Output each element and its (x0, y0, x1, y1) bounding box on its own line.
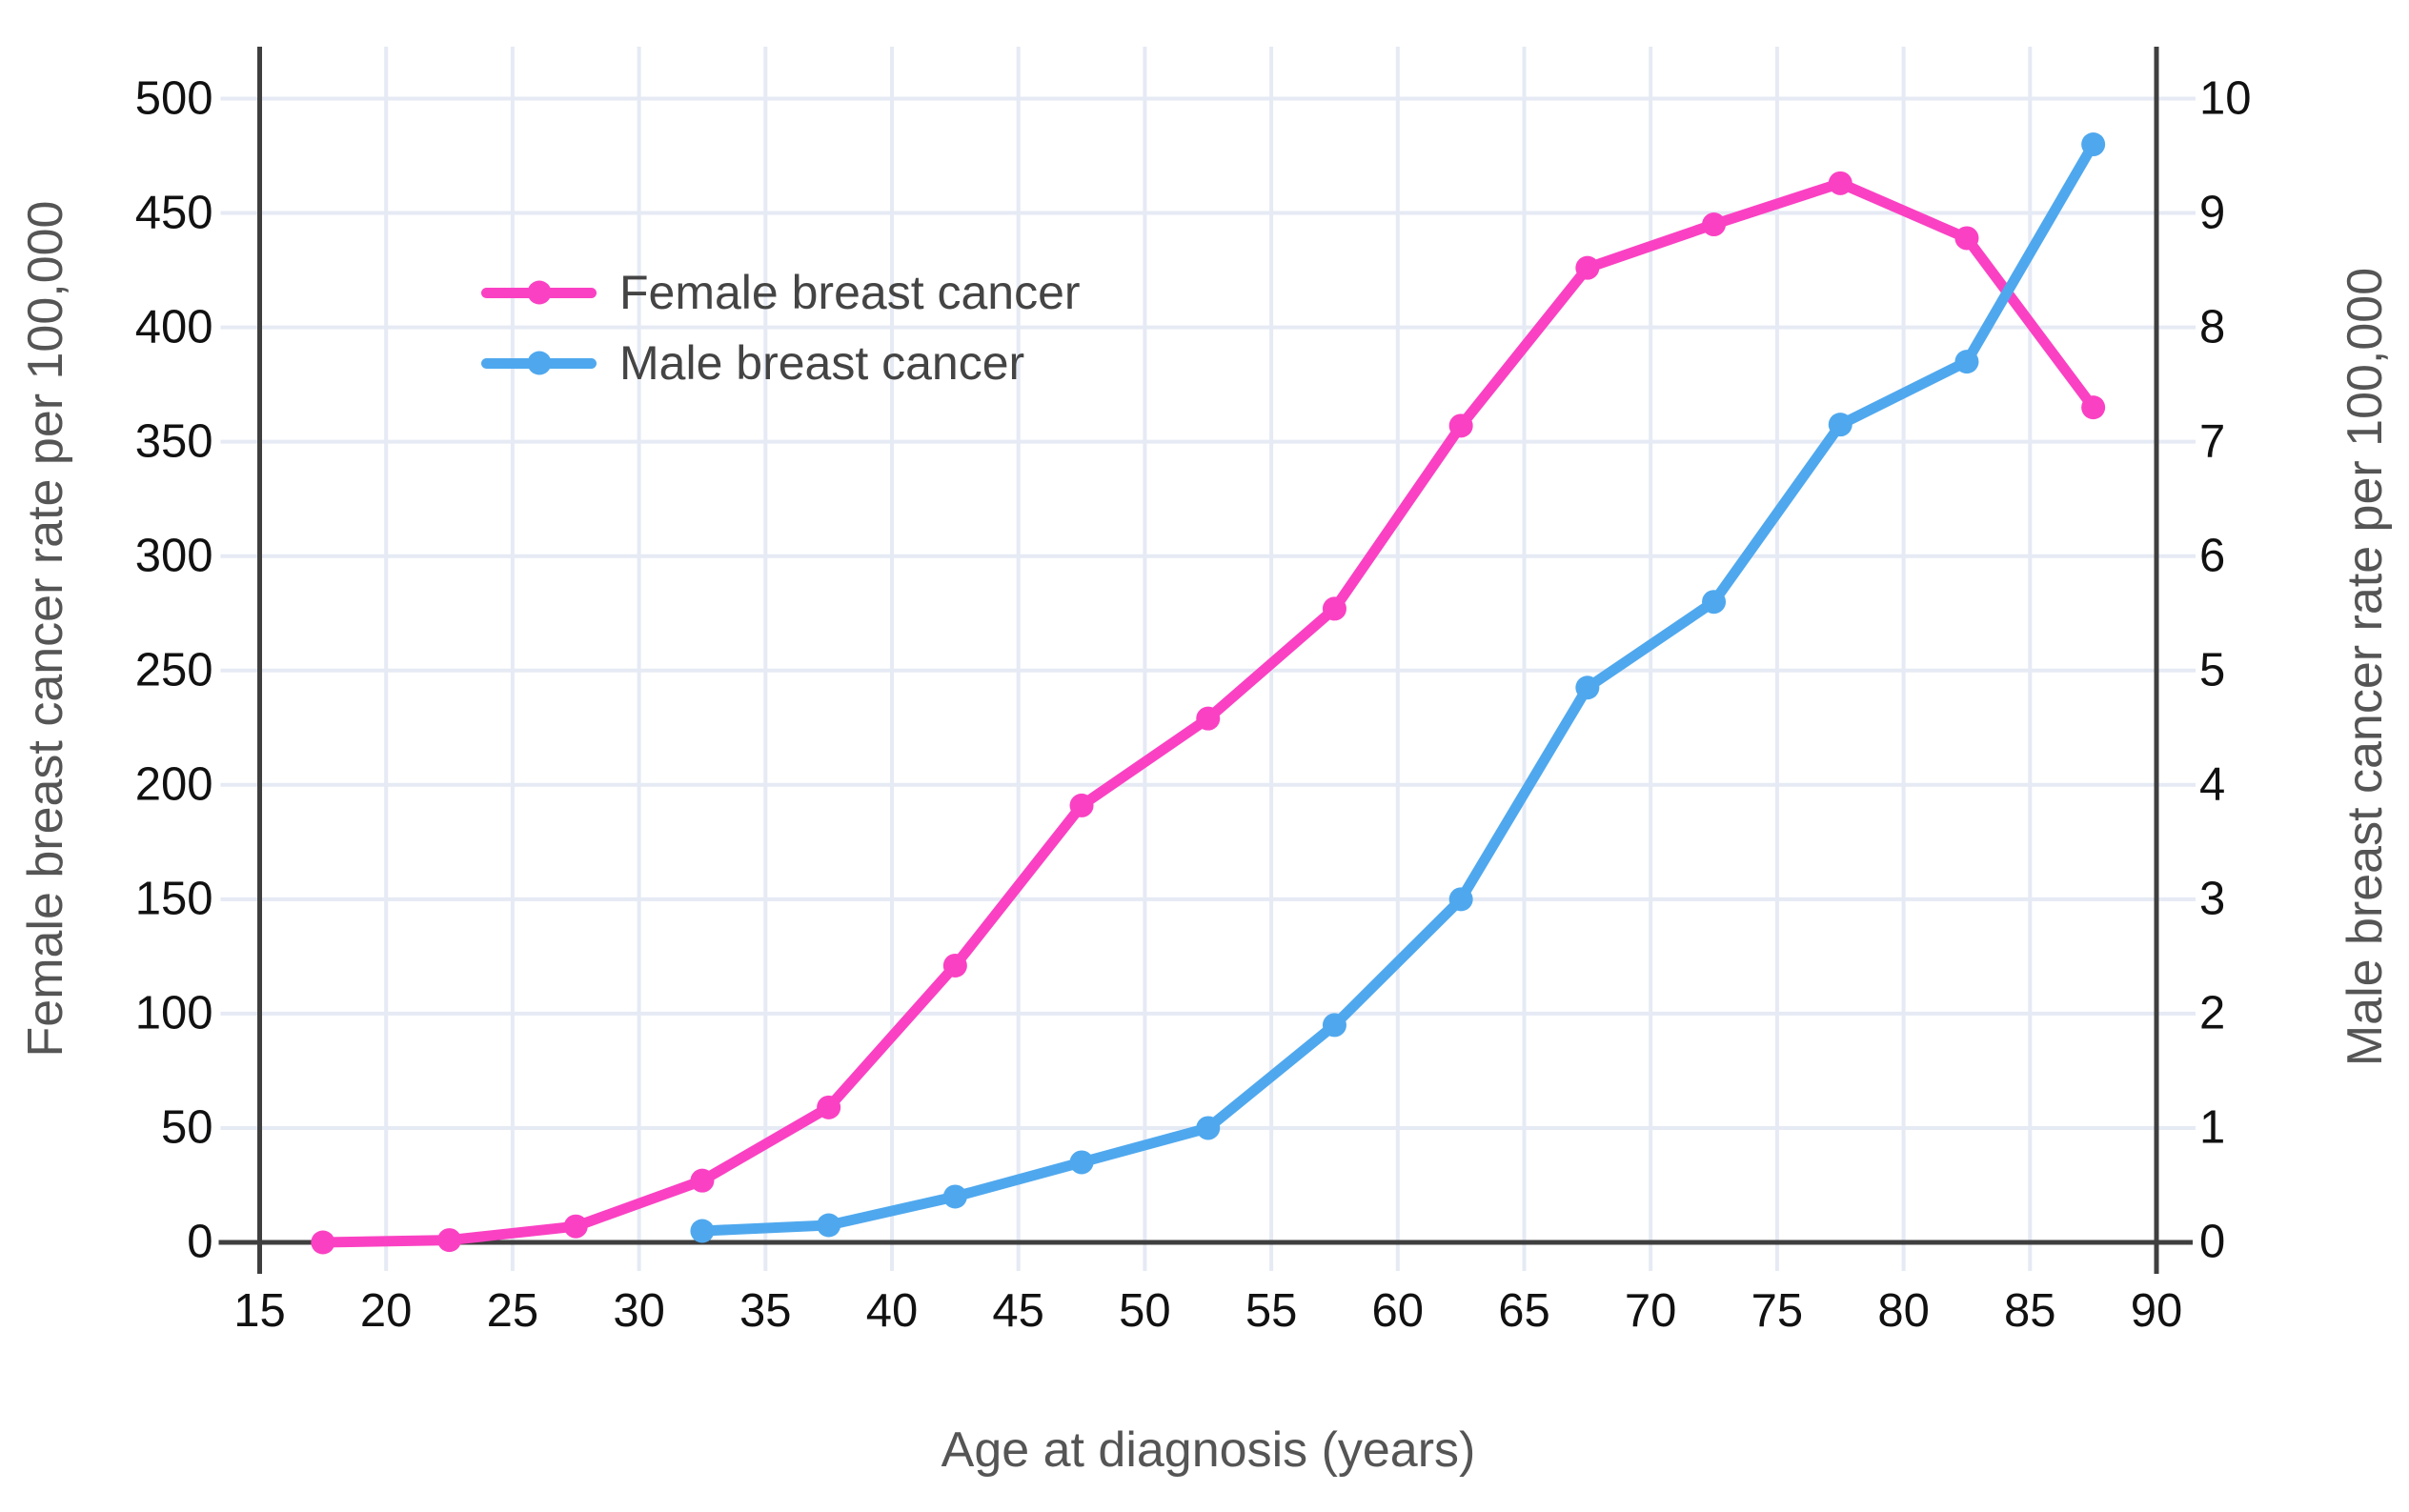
data-point-right (1322, 1013, 1346, 1038)
male-series-marker-icon (481, 351, 597, 375)
female-series-marker-icon (481, 280, 597, 305)
data-point-left (2081, 395, 2106, 420)
data-point-right (690, 1219, 715, 1243)
left-axis-title: Female breast cancer rate per 100,000 (18, 200, 73, 1058)
data-point-right (1448, 887, 1473, 912)
legend-label-male: Male breast cancer (619, 336, 1025, 390)
data-point-right (1702, 590, 1727, 615)
data-point-left (1702, 212, 1727, 237)
data-point-right (2081, 132, 2106, 157)
male-series-dot-icon (527, 351, 551, 375)
data-point-right (1196, 1116, 1221, 1140)
data-point-left (1196, 706, 1221, 731)
female-series-dot-icon (527, 280, 551, 305)
data-point-left (1828, 171, 1852, 195)
series-line-1 (697, 139, 2099, 1237)
legend-item-male-breast-cancer[interactable]: Male breast cancer (481, 328, 1081, 398)
data-point-left (1448, 413, 1473, 438)
legend: Female breast cancer Male breast cancer (481, 257, 1081, 398)
data-point-left (437, 1228, 462, 1253)
data-point-right (1828, 413, 1852, 437)
data-point-left (1069, 793, 1094, 817)
data-point-right (1954, 350, 1979, 374)
data-point-right (817, 1213, 841, 1238)
data-point-left (1575, 255, 1600, 280)
data-point-left (690, 1168, 715, 1193)
data-point-right (942, 1184, 967, 1209)
legend-item-female-breast-cancer[interactable]: Female breast cancer (481, 257, 1081, 328)
x-axis-title: Age at diagnosis (years) (941, 1422, 1476, 1478)
data-point-right (1069, 1150, 1094, 1175)
data-point-right (1575, 675, 1600, 700)
data-point-left (817, 1095, 841, 1119)
data-point-left (1954, 226, 1979, 251)
data-point-left (942, 953, 967, 978)
data-point-left (1322, 596, 1346, 621)
data-point-left (563, 1214, 588, 1239)
right-axis-title: Male breast cancer rate per 100,000 (2338, 267, 2393, 1067)
data-point-left (311, 1230, 335, 1255)
legend-label-female: Female breast cancer (619, 266, 1081, 319)
